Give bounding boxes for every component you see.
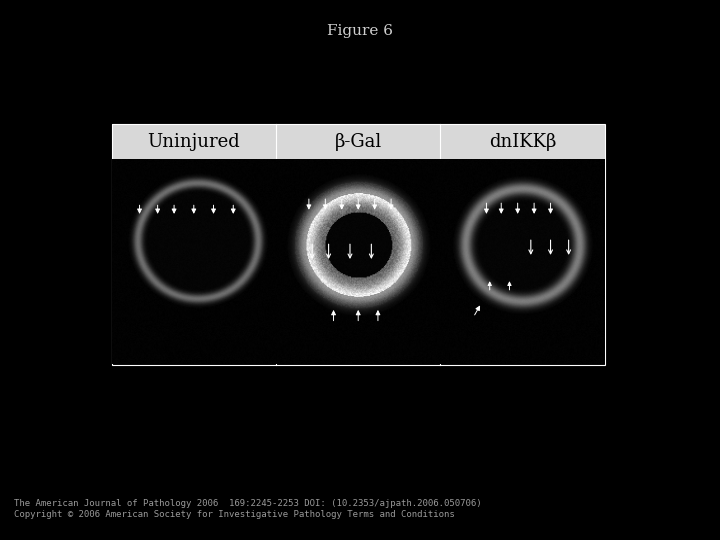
- Text: Figure 6: Figure 6: [327, 24, 393, 38]
- Text: β-Gal: β-Gal: [335, 133, 382, 151]
- Bar: [441, 124, 605, 159]
- Text: Uninjured: Uninjured: [148, 133, 240, 151]
- Bar: [112, 124, 276, 159]
- Text: The American Journal of Pathology 2006  169:2245-2253 DOI: (10.2353/ajpath.2006.: The American Journal of Pathology 2006 1…: [14, 500, 482, 519]
- Bar: [112, 124, 605, 365]
- Bar: [276, 124, 441, 159]
- Text: dnIKKβ: dnIKKβ: [489, 133, 557, 151]
